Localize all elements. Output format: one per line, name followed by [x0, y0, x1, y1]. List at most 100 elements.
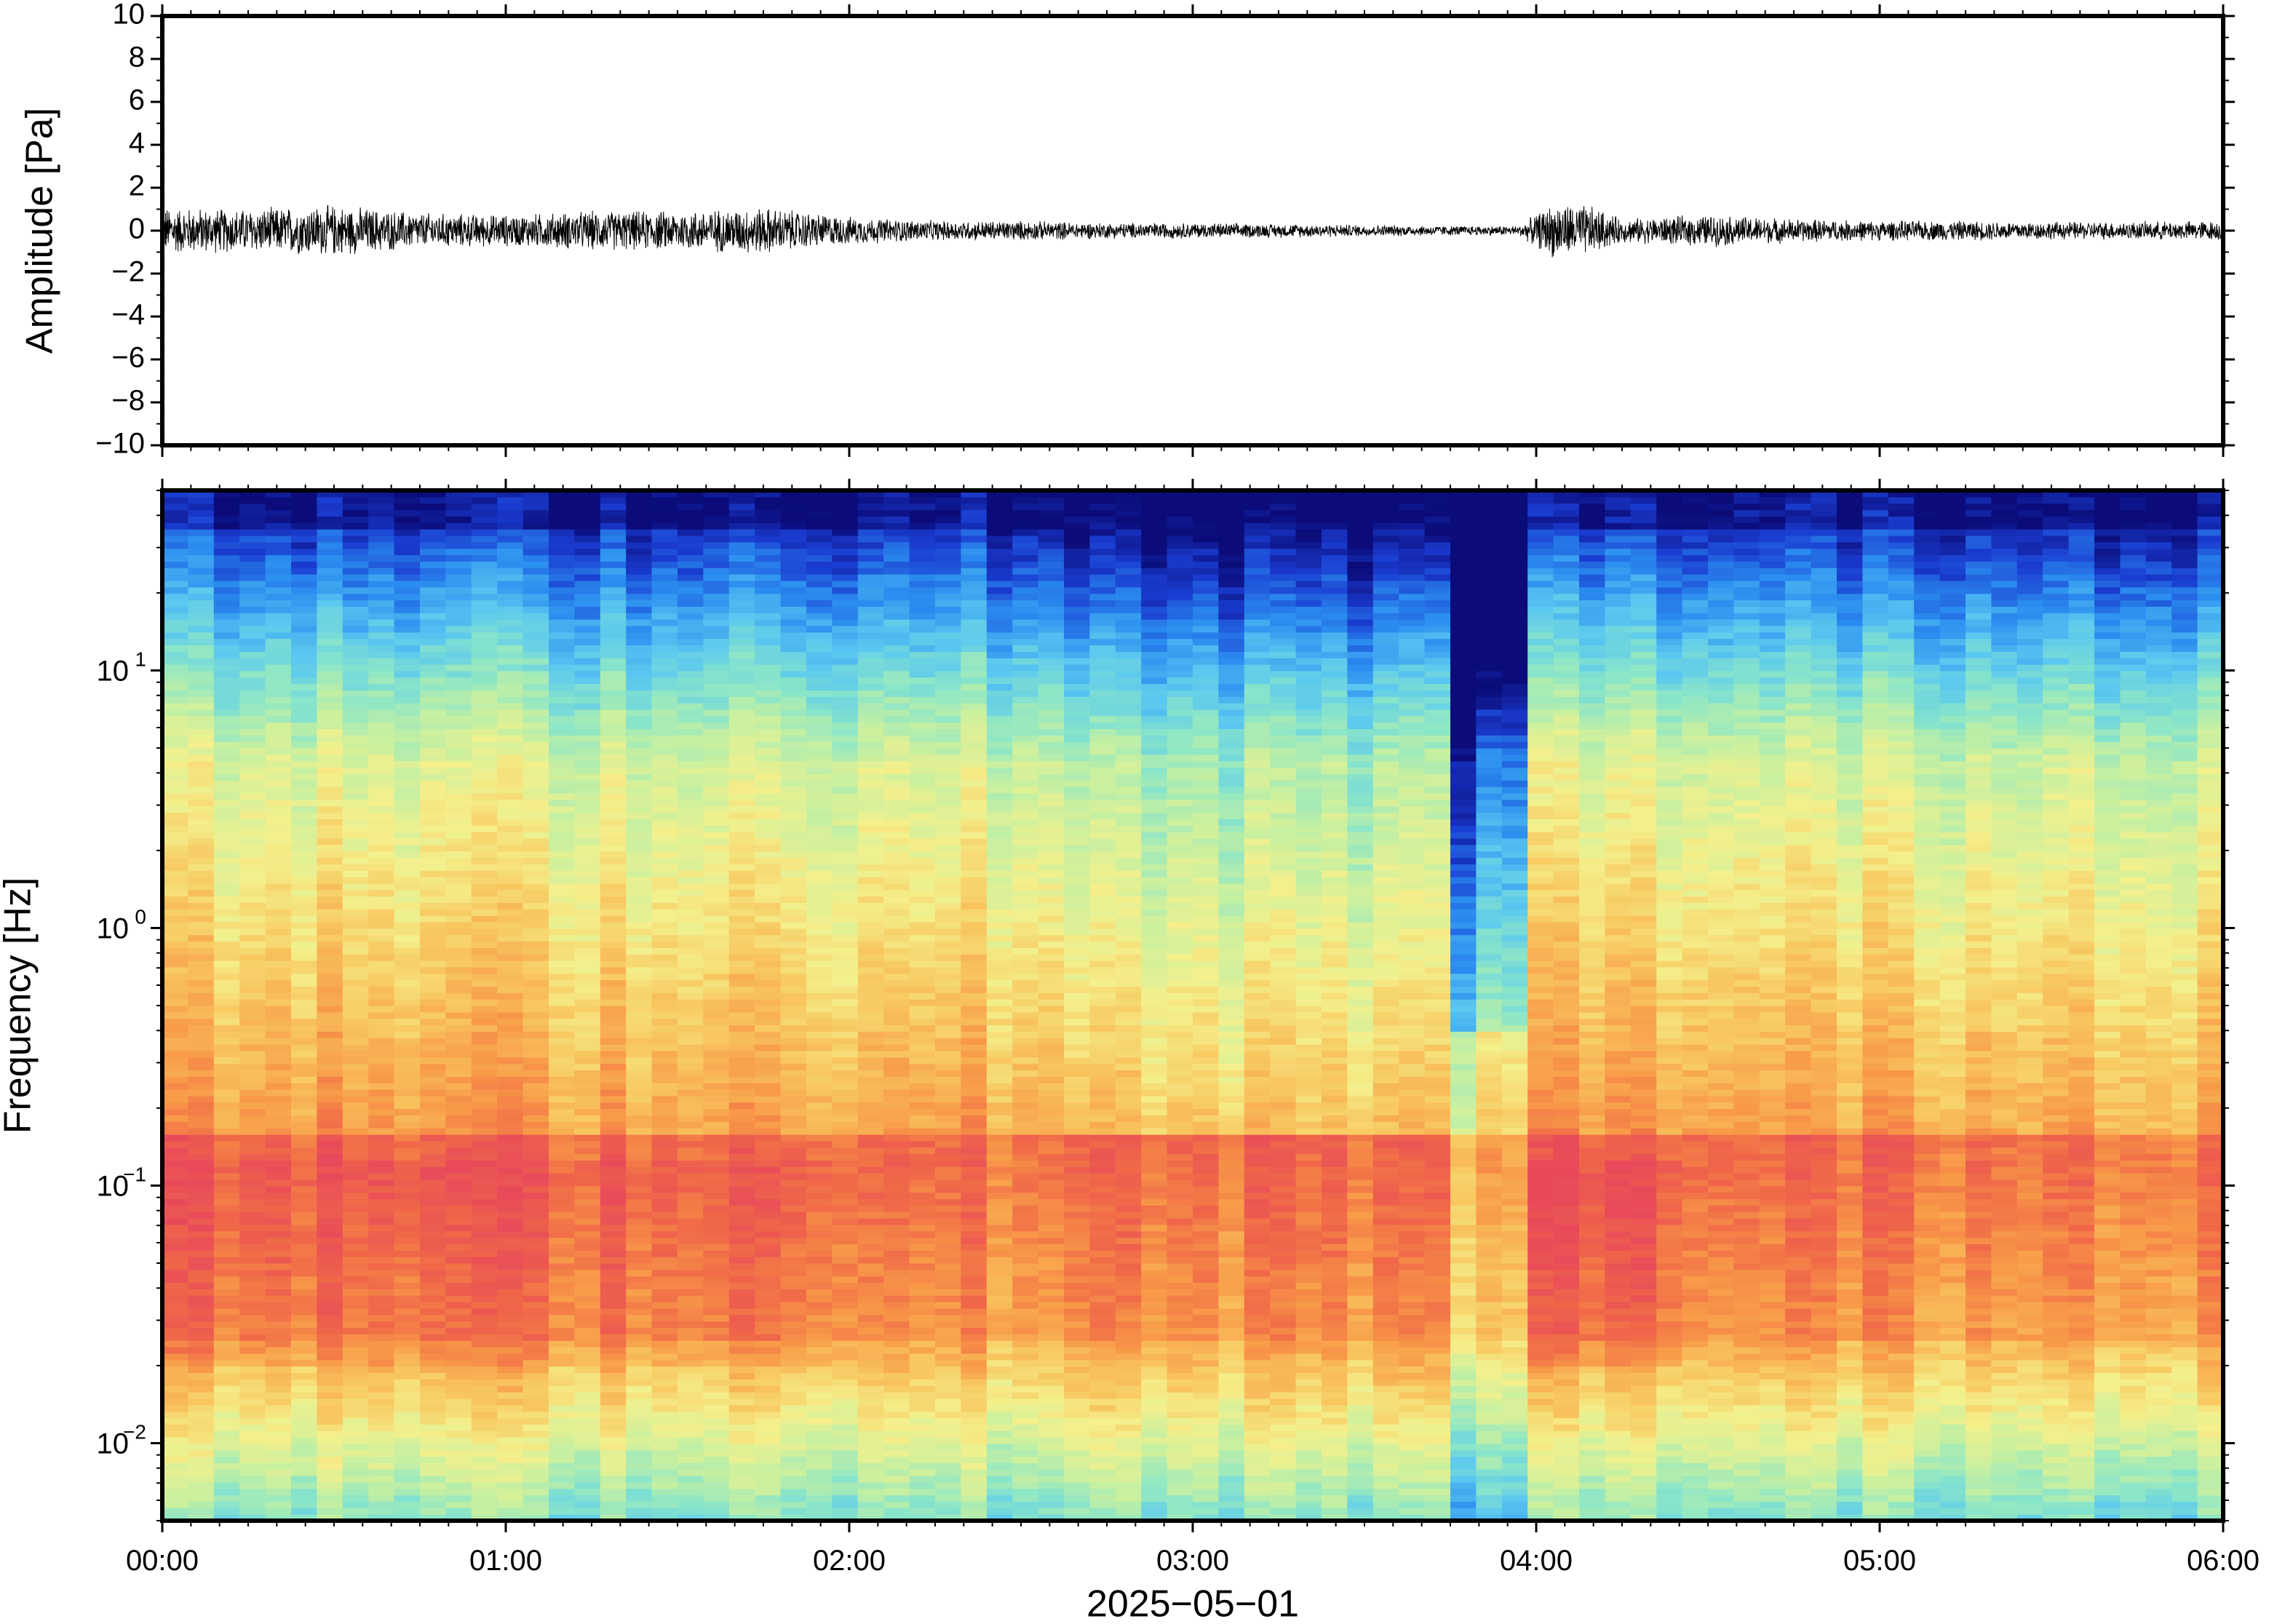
- heatmap-cell: [626, 773, 653, 781]
- heatmap-cell: [342, 1501, 369, 1508]
- heatmap-cell: [445, 696, 472, 704]
- heatmap-cell: [755, 580, 782, 588]
- heatmap-cell: [832, 1392, 859, 1399]
- heatmap-cell: [600, 1218, 627, 1225]
- heatmap-cell: [162, 535, 188, 543]
- heatmap-cell: [394, 1275, 421, 1283]
- heatmap-cell: [780, 1275, 807, 1283]
- heatmap-cell: [420, 909, 446, 916]
- heatmap-cell: [239, 1372, 266, 1380]
- heatmap-cell: [600, 535, 627, 543]
- heatmap-cell: [291, 1295, 317, 1302]
- heatmap-cell: [549, 1166, 575, 1174]
- heatmap-cell: [600, 522, 627, 530]
- heatmap-cell: [780, 1449, 807, 1457]
- heatmap-cell: [445, 1353, 472, 1361]
- amplitude-tick-label: 6: [129, 84, 145, 116]
- heatmap-cell: [626, 1514, 653, 1521]
- heatmap-cell: [626, 619, 653, 626]
- heatmap-cell: [832, 1128, 859, 1135]
- heatmap-cell: [497, 1153, 524, 1161]
- heatmap-cell: [703, 638, 730, 645]
- heatmap-cell: [213, 754, 240, 762]
- heatmap-cell: [291, 1108, 317, 1116]
- heatmap-cell: [420, 613, 446, 620]
- heatmap-cell: [265, 1508, 292, 1515]
- heatmap-cell: [420, 851, 446, 859]
- heatmap-cell: [574, 1443, 601, 1451]
- heatmap-cell: [600, 1006, 627, 1013]
- heatmap-cell: [317, 728, 343, 736]
- heatmap-cell: [162, 1250, 188, 1257]
- heatmap-cell: [806, 1494, 833, 1502]
- heatmap-cell: [317, 1160, 343, 1167]
- heatmap-cell: [549, 1275, 575, 1283]
- heatmap-cell: [600, 586, 627, 594]
- heatmap-cell: [651, 1379, 678, 1386]
- heatmap-cell: [522, 715, 549, 723]
- heatmap-cell: [755, 1006, 782, 1013]
- heatmap-cell: [909, 703, 936, 710]
- heatmap-cell: [651, 1462, 678, 1470]
- heatmap-cell: [600, 1462, 627, 1470]
- heatmap-cell: [832, 1449, 859, 1457]
- heatmap-cell: [497, 864, 524, 871]
- heatmap-cell: [420, 1050, 446, 1058]
- heatmap-cell: [780, 1044, 807, 1051]
- heatmap-cell: [342, 792, 369, 800]
- heatmap-cell: [445, 516, 472, 523]
- heatmap-cell: [806, 844, 833, 852]
- heatmap-cell: [677, 683, 704, 690]
- heatmap-cell: [832, 1063, 859, 1071]
- heatmap-cell: [291, 548, 317, 556]
- heatmap-cell: [445, 857, 472, 864]
- heatmap-cell: [420, 979, 446, 987]
- heatmap-cell: [574, 934, 601, 942]
- heatmap-cell: [806, 586, 833, 594]
- heatmap-cell: [420, 1140, 446, 1148]
- heatmap-cell: [162, 896, 188, 903]
- heatmap-cell: [857, 541, 884, 549]
- heatmap-cell: [806, 954, 833, 961]
- heatmap-cell: [883, 625, 910, 633]
- heatmap-cell: [780, 1250, 807, 1257]
- heatmap-cell: [755, 966, 782, 974]
- heatmap-cell: [857, 915, 884, 923]
- heatmap-cell: [213, 703, 240, 710]
- heatmap-cell: [162, 851, 188, 859]
- heatmap-cell: [188, 851, 215, 859]
- heatmap-cell: [497, 877, 524, 884]
- heatmap-cell: [445, 1436, 472, 1444]
- heatmap-cell: [291, 1089, 317, 1096]
- heatmap-cell: [857, 748, 884, 755]
- heatmap-cell: [651, 1282, 678, 1289]
- heatmap-cell: [677, 574, 704, 581]
- heatmap-cell: [806, 915, 833, 923]
- heatmap-cell: [368, 1282, 395, 1289]
- heatmap-cell: [832, 832, 859, 839]
- heatmap-cell: [162, 1063, 188, 1071]
- heatmap-cell: [728, 921, 755, 929]
- heatmap-cell: [497, 1449, 524, 1457]
- heatmap-cell: [445, 600, 472, 607]
- heatmap-cell: [909, 1514, 936, 1521]
- heatmap-cell: [677, 541, 704, 549]
- heatmap-cell: [394, 1353, 421, 1361]
- heatmap-cell: [162, 1340, 188, 1348]
- heatmap-cell: [677, 992, 704, 1000]
- heatmap-cell: [728, 1147, 755, 1155]
- heatmap-cell: [188, 857, 215, 864]
- heatmap-cell: [291, 1102, 317, 1110]
- heatmap-cell: [780, 1424, 807, 1431]
- heatmap-cell: [626, 832, 653, 839]
- heatmap-cell: [755, 741, 782, 749]
- heatmap-cell: [342, 735, 369, 742]
- heatmap-cell: [677, 954, 704, 961]
- heatmap-cell: [832, 1243, 859, 1251]
- heatmap-cell: [626, 954, 653, 961]
- heatmap-cell: [471, 1508, 498, 1515]
- heatmap-cell: [600, 1476, 627, 1483]
- heatmap-cell: [574, 1006, 601, 1013]
- heatmap-cell: [213, 1404, 240, 1412]
- heatmap-cell: [626, 851, 653, 859]
